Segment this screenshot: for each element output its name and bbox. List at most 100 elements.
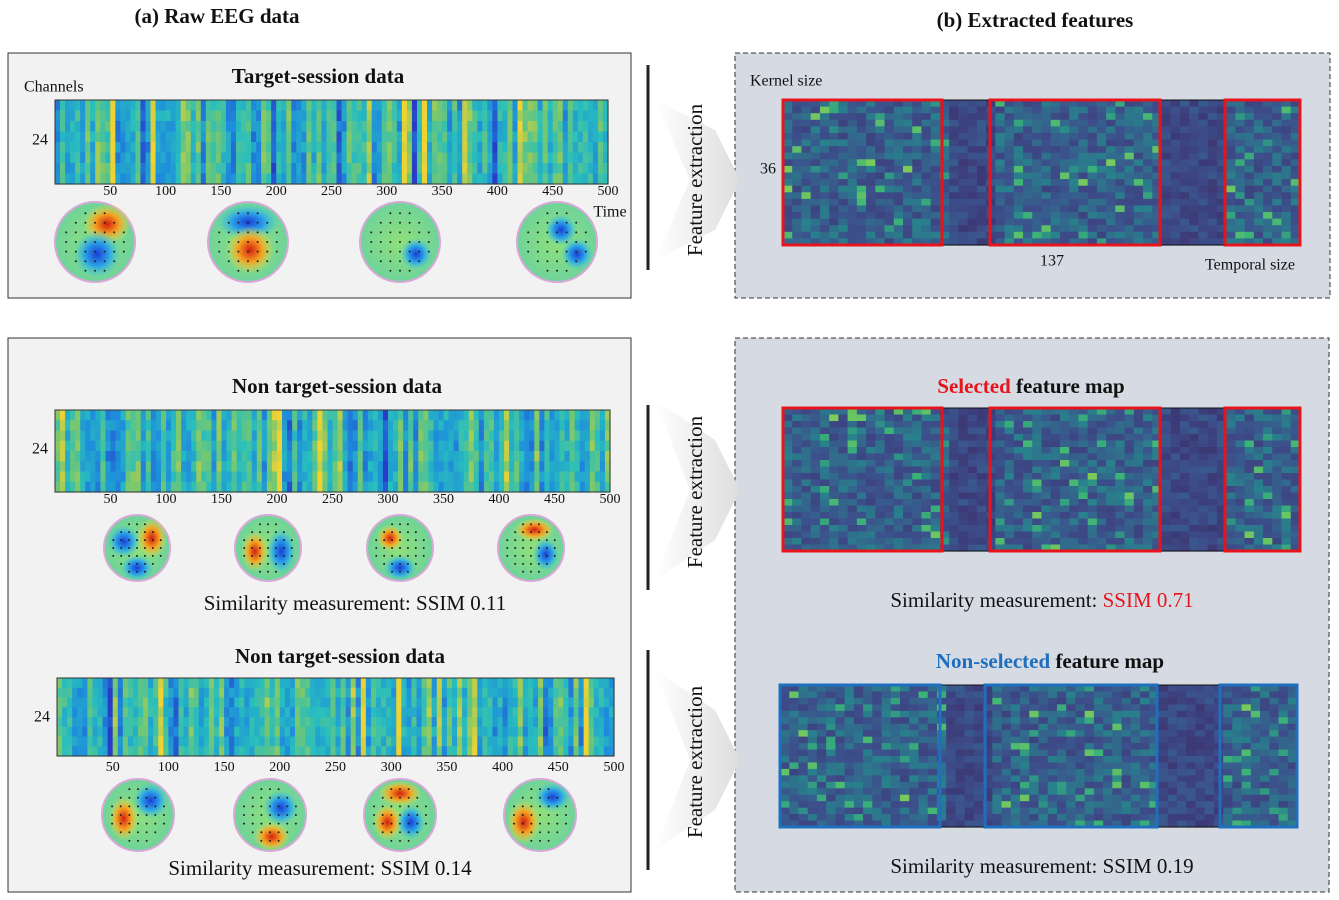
heatmap-cell <box>538 707 544 717</box>
feature-cell <box>1198 113 1208 120</box>
feature-cell <box>1235 173 1245 180</box>
heatmap-cell <box>588 142 594 153</box>
heatmap-cell <box>301 174 307 185</box>
heatmap-cell <box>518 678 524 688</box>
feature-cell <box>1042 225 1052 232</box>
feature-cell <box>1014 415 1024 422</box>
heatmap-cell <box>392 153 398 164</box>
electrode <box>128 563 130 565</box>
feature-cell <box>1162 153 1172 160</box>
feature-cell <box>857 186 867 193</box>
heatmap-cell <box>362 100 368 111</box>
heatmap-cell <box>116 482 122 493</box>
heatmap-cell <box>341 746 347 756</box>
feature-cell <box>1023 199 1033 206</box>
electrode <box>267 571 269 573</box>
heatmap-cell <box>181 441 187 452</box>
heatmap-cell <box>386 688 392 698</box>
feature-cell <box>1023 159 1033 166</box>
heatmap-cell <box>538 174 544 185</box>
feature-cell <box>1198 120 1208 127</box>
heatmap-cell <box>196 482 202 493</box>
feature-cell <box>949 532 959 539</box>
heatmap-cell <box>143 737 149 747</box>
feature-cell <box>1032 232 1042 239</box>
feature-cell <box>1134 219 1144 226</box>
heatmap-cell <box>452 111 458 122</box>
feature-cell <box>995 173 1005 180</box>
heatmap-cell <box>599 688 605 698</box>
heatmap-cell <box>336 698 342 708</box>
heatmap-cell <box>442 174 448 185</box>
feature-cell <box>958 159 968 166</box>
feature-cell <box>1032 120 1042 127</box>
feature-cell <box>968 159 978 166</box>
electrode <box>546 251 548 253</box>
heatmap-cell <box>326 111 332 122</box>
feature-cell <box>1235 225 1245 232</box>
heatmap-cell <box>560 420 566 431</box>
heatmap-cell <box>179 707 185 717</box>
heatmap-cell <box>256 153 262 164</box>
heatmap-cell <box>423 461 429 472</box>
heatmap-cell <box>382 174 388 185</box>
heatmap-cell <box>77 717 83 727</box>
heatmap-cell <box>348 441 354 452</box>
heatmap-cell <box>131 482 137 493</box>
feature-cell <box>958 473 968 480</box>
heatmap-cell <box>408 431 414 442</box>
electrode <box>513 805 515 807</box>
electrode <box>391 555 393 557</box>
heatmap-cell <box>327 441 333 452</box>
feature-cell <box>801 133 811 140</box>
heatmap-cell <box>397 132 403 143</box>
heatmap-cell <box>452 100 458 111</box>
electrode <box>137 840 139 842</box>
heatmap-cell <box>402 111 408 122</box>
heatmap-cell <box>222 451 228 462</box>
heatmap-cell <box>560 461 566 472</box>
feature-cell <box>912 113 922 120</box>
heatmap-cell <box>153 698 159 708</box>
heatmap-cell <box>65 451 71 462</box>
x-tick-label: 150 <box>214 760 235 775</box>
heatmap-cell <box>219 727 225 737</box>
heatmap-cell <box>579 737 585 747</box>
feature-cell <box>1060 140 1070 147</box>
heatmap-cell <box>492 678 498 688</box>
heatmap-cell <box>580 441 586 452</box>
heatmap-cell <box>584 688 590 698</box>
heatmap-cell <box>539 420 545 431</box>
feature-cell <box>820 159 830 166</box>
heatmap-cell <box>528 698 534 708</box>
electrode <box>418 260 420 262</box>
feature-cell <box>866 506 876 513</box>
topo-blob <box>121 555 154 581</box>
heatmap-cell <box>422 727 428 737</box>
heatmap-cell <box>241 100 247 111</box>
heatmap-cell <box>320 746 326 756</box>
heatmap-cell <box>529 482 535 493</box>
heatmap-cell <box>519 472 525 483</box>
heatmap-cell <box>55 472 61 483</box>
feature-cell <box>1106 166 1116 173</box>
heatmap-cell <box>163 737 169 747</box>
feature-cell <box>958 454 968 461</box>
electrode <box>104 222 106 224</box>
feature-cell <box>1189 186 1199 193</box>
feature-cell <box>866 473 876 480</box>
heatmap-cell <box>237 441 243 452</box>
heatmap-cell <box>472 737 478 747</box>
electrode <box>228 222 230 224</box>
heatmap-cell <box>330 707 336 717</box>
heatmap-cell <box>402 142 408 153</box>
feature-cell <box>875 441 885 448</box>
heatmap-cell <box>184 717 190 727</box>
heatmap-cell <box>234 717 240 727</box>
heatmap-cell <box>171 461 177 472</box>
heatmap-cell <box>260 727 266 737</box>
feature-cell <box>968 133 978 140</box>
heatmap-cell <box>469 431 475 442</box>
heatmap-cell <box>315 698 321 708</box>
heatmap-cell <box>62 707 68 717</box>
